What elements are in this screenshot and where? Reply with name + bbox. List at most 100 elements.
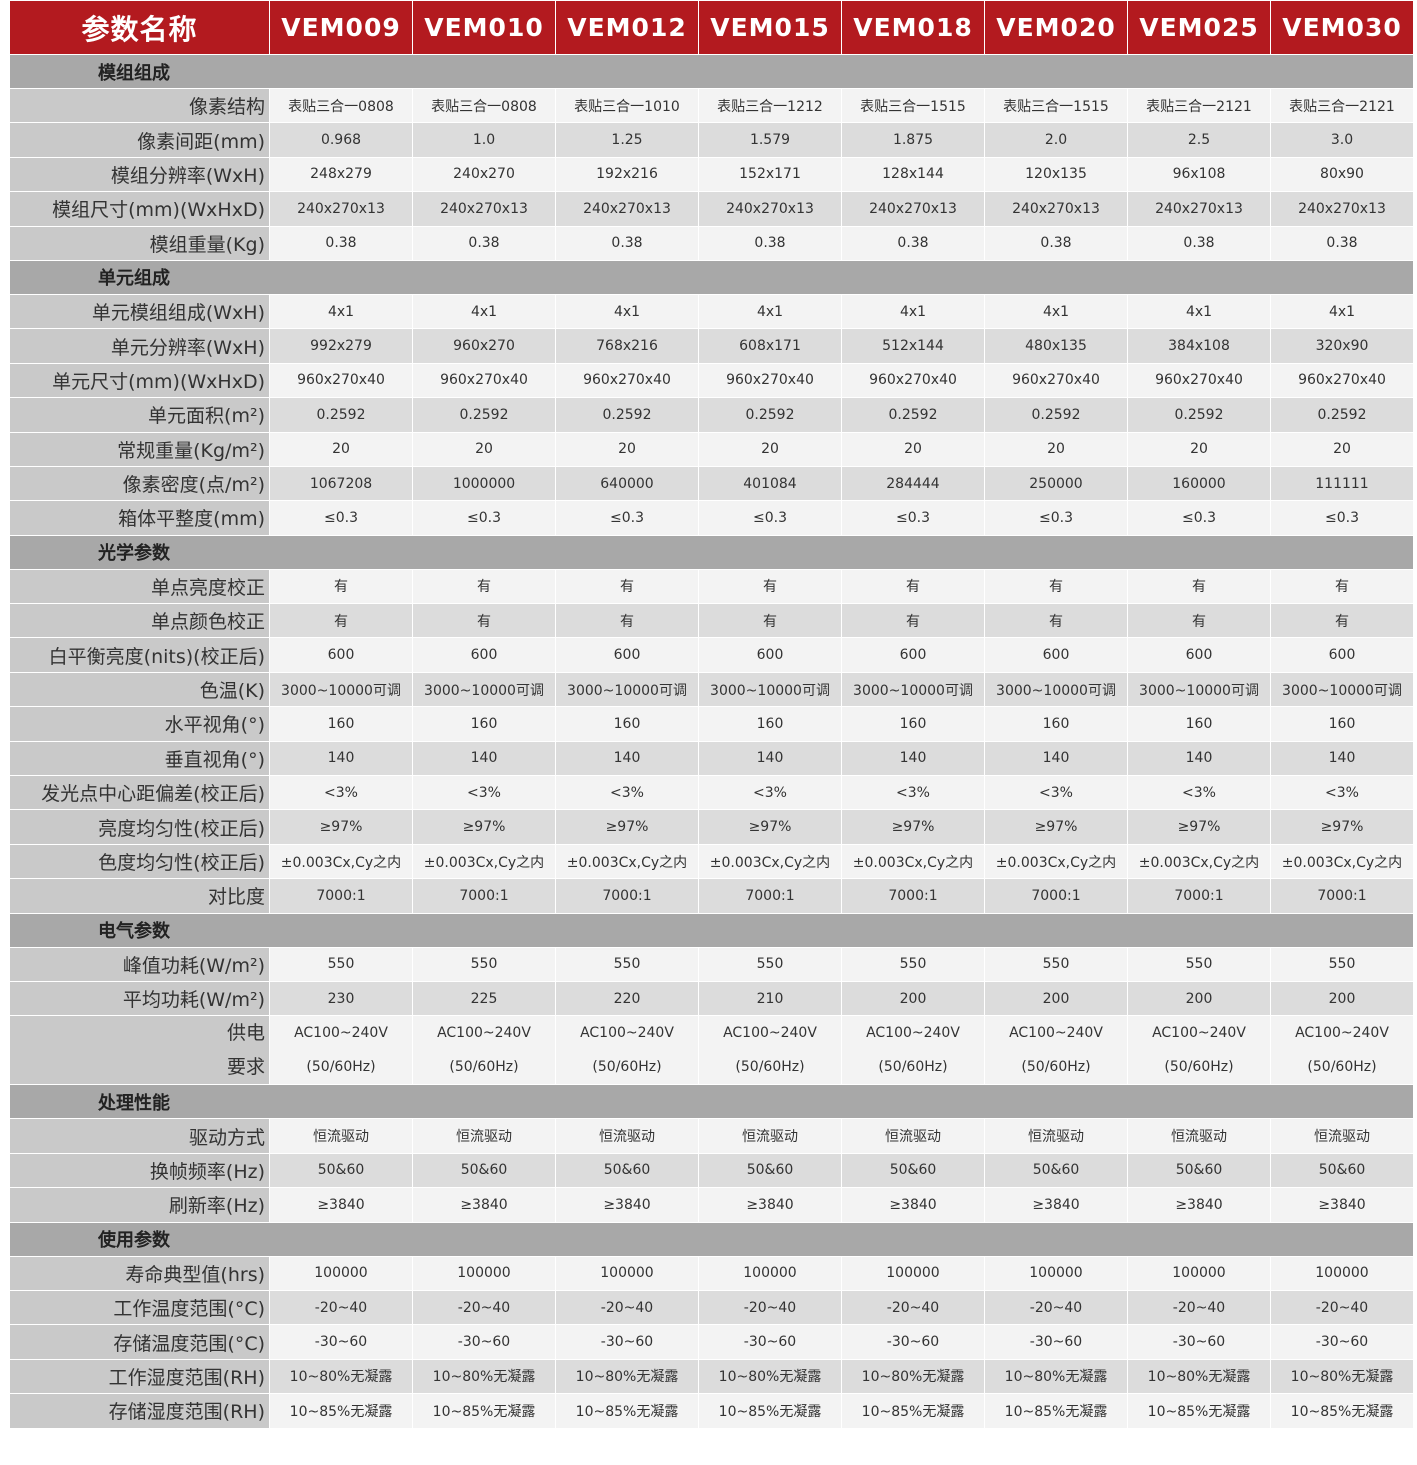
table-row: 峰值功耗(W/m²) 550 550 550 550 550 550 550 550 [9,946,1414,982]
value-cell: 0.38 [1127,225,1271,261]
param-label: 单元面积(m²) [9,397,270,433]
value-cell: 50&60 [698,1152,842,1189]
value-cell: 10~85%无凝露 [269,1393,413,1429]
value-cell: 120x135 [984,156,1128,193]
value-cell: 20 [841,431,985,467]
model-header: VEM030 [1270,0,1414,55]
value-cell: 640000 [555,465,699,502]
table-row: 存储湿度范围(RH) 10~85%无凝露 10~85%无凝露 10~85%无凝露 10~… [9,1393,1414,1429]
value-cell: 0.38 [412,225,556,261]
param-label: 寿命典型值(hrs) [9,1255,270,1291]
value-cell: 10~80%无凝露 [1127,1358,1271,1395]
value-cell: 600 [698,637,842,673]
value-cell: 600 [984,637,1128,673]
value-cell: 7000:1 [1127,878,1271,914]
table-row: 寿命典型值(hrs) 100000 100000 100000 100000 100000… [9,1255,1414,1291]
value-cell: 4x1 [412,293,556,330]
value-cell: 140 [555,740,699,777]
table-row: 平均功耗(W/m²) 230 225 220 210 200 200 200 200 [9,980,1414,1017]
value-cell: 550 [1270,946,1414,982]
value-cell: 0.2592 [984,397,1128,433]
value-cell: 0.2592 [841,397,985,433]
value-cell: -20~40 [841,1289,985,1326]
value-cell: 有 [698,568,842,605]
value-cell: 608x171 [698,328,842,364]
value-cell: ≤0.3 [555,500,699,536]
value-cell: 200 [1270,980,1414,1017]
param-label: 发光点中心距偏差(校正后) [9,775,270,811]
value-cell: 0.38 [555,225,699,261]
table-row: 单点颜色校正有有有有有有有有 [9,603,1414,639]
value-cell: 160 [984,706,1128,742]
value-cell: ≥97% [1127,809,1271,845]
value-cell: 0.38 [269,225,413,261]
table-row: 亮度均匀性(校正后) ≥97% ≥97% ≥97% ≥97% ≥97% ≥97% ≥97% ≥9… [9,809,1414,845]
value-cell: 960x270x40 [412,362,556,399]
header-row: 参数名称 VEM009 VEM010 VEM012 VEM015 VEM018 VEM02… [9,0,1414,55]
value-cell: 4x1 [841,293,985,330]
value-cell: 960x270x40 [984,362,1128,399]
value-cell: -30~60 [1270,1324,1414,1360]
value-cell: 220 [555,980,699,1017]
table-row: 白平衡亮度(nits)(校正后) 600 600 600 600 600 600 600 600 [9,637,1414,673]
value-cell: 0.2592 [1270,397,1414,433]
value-cell: 表贴三合一1010 [555,87,699,124]
section-row: 处理性能 [9,1084,1414,1120]
value-cell: <3% [698,775,842,811]
value-cell: 240x270x13 [1270,191,1414,227]
value-line: (50/60Hz) [735,1059,805,1076]
param-label: 工作温度范围(°C) [9,1289,270,1326]
param-label: 像素间距(mm) [9,122,270,158]
value-cell: 有 [269,568,413,605]
value-cell: 4x1 [555,293,699,330]
table-row: 像素间距(mm) 0.968 1.0 1.25 1.579 1.875 2.0 2.5 3.0 [9,122,1414,158]
table-row: 水平视角(°) 160 160 160 160 160 160 160 160 [9,706,1414,742]
value-cell: 600 [412,637,556,673]
value-cell: 50&60 [412,1152,556,1189]
value-cell: AC100~240V (50/60Hz) [841,1015,985,1086]
param-label: 色温(K) [9,671,270,708]
value-cell: 4x1 [269,293,413,330]
value-cell: ±0.003Cx,Cy之内 [1270,843,1414,880]
value-cell: 600 [555,637,699,673]
table-row: 色温(K) 3000~10000可调 3000~10000可调 3000~10000可… [9,671,1414,708]
value-cell: AC100~240V (50/60Hz) [269,1015,413,1086]
value-cell: 20 [1127,431,1271,467]
value-cell: 240x270x13 [555,191,699,227]
value-cell: 200 [984,980,1128,1017]
value-line: (50/60Hz) [306,1059,376,1076]
value-cell: 550 [841,946,985,982]
section-title: 处理性能 [9,1084,1414,1120]
table-row: 发光点中心距偏差(校正后) <3% <3% <3% <3% <3% <3% <3% <3% [9,775,1414,811]
value-cell: ≥97% [1270,809,1414,845]
value-cell: ≥3840 [984,1187,1128,1223]
table-row: 像素密度(点/m²) 1067208 1000000 640000 401084 2844… [9,465,1414,502]
value-cell: 有 [1270,568,1414,605]
value-cell: 160 [841,706,985,742]
value-line: AC100~240V [294,1025,388,1042]
section-row: 电气参数 [9,912,1414,948]
value-cell: 有 [412,603,556,639]
table-row: 工作温度范围(°C) -20~40 -20~40 -20~40 -20~40 -20~40… [9,1289,1414,1326]
value-cell: ≥3840 [555,1187,699,1223]
value-cell: -30~60 [269,1324,413,1360]
value-cell: -30~60 [698,1324,842,1360]
param-label: 工作湿度范围(RH) [9,1358,270,1395]
param-label: 像素结构 [9,87,270,124]
section-title: 使用参数 [9,1221,1414,1257]
value-cell: 140 [698,740,842,777]
section-row: 使用参数 [9,1221,1414,1257]
value-cell: AC100~240V (50/60Hz) [1127,1015,1271,1086]
value-cell: 0.968 [269,122,413,158]
value-cell: 20 [698,431,842,467]
value-cell: ≥3840 [1270,1187,1414,1223]
value-cell: 210 [698,980,842,1017]
value-cell: 10~85%无凝露 [1270,1393,1414,1429]
value-cell: 表贴三合一0808 [412,87,556,124]
value-cell: ≥3840 [269,1187,413,1223]
param-label: 存储温度范围(°C) [9,1324,270,1360]
value-cell: 3000~10000可调 [698,671,842,708]
model-header: VEM015 [698,0,842,55]
value-cell: 100000 [412,1255,556,1291]
value-cell: ±0.003Cx,Cy之内 [555,843,699,880]
